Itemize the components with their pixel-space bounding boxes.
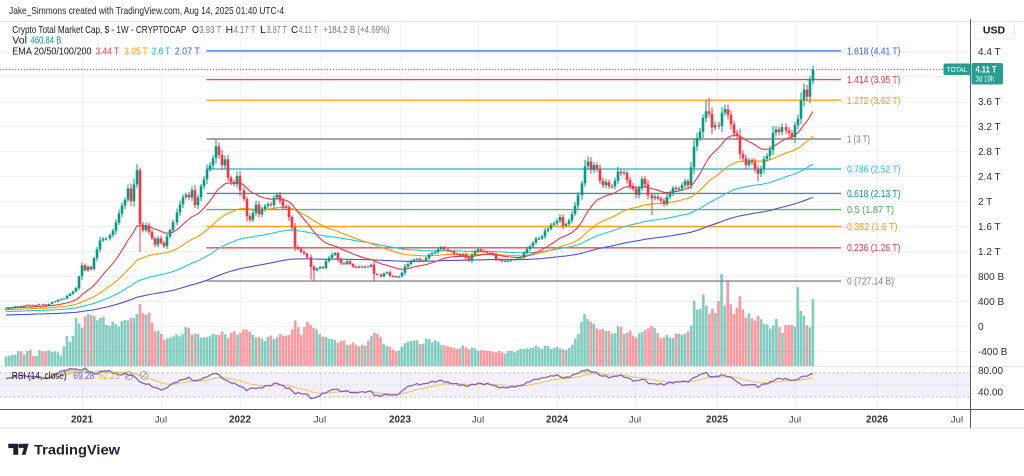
svg-text:+184.2 B (+4.69%): +184.2 B (+4.69%) bbox=[323, 25, 390, 36]
svg-text:Jul: Jul bbox=[951, 415, 963, 426]
svg-text:3.2 T: 3.2 T bbox=[978, 122, 1001, 133]
svg-text:2021: 2021 bbox=[71, 415, 93, 426]
svg-text:-400 B: -400 B bbox=[978, 347, 1008, 358]
svg-text:400 B: 400 B bbox=[978, 297, 1004, 308]
svg-text:0.5 (1.87 T): 0.5 (1.87 T) bbox=[847, 205, 894, 216]
svg-text:1 (3 T): 1 (3 T) bbox=[847, 135, 870, 146]
svg-text:Crypto Total Market Cap, $ - 1: Crypto Total Market Cap, $ - 1W - CRYPTO… bbox=[12, 25, 186, 36]
svg-text:2022: 2022 bbox=[229, 415, 251, 426]
svg-text:0: 0 bbox=[978, 322, 984, 333]
svg-text:80.00: 80.00 bbox=[978, 366, 1003, 377]
svg-text:4.17 T: 4.17 T bbox=[234, 25, 256, 36]
svg-text:RSI (14, close): RSI (14, close) bbox=[12, 371, 67, 382]
svg-text:0 (727.14 B): 0 (727.14 B) bbox=[847, 277, 894, 288]
svg-text:0.236 (1.26 T): 0.236 (1.26 T) bbox=[847, 243, 901, 254]
svg-text:TradingView: TradingView bbox=[34, 443, 121, 458]
svg-text:1.2 T: 1.2 T bbox=[978, 247, 1001, 258]
svg-text:H: H bbox=[226, 25, 234, 36]
svg-text:1.414 (3.95 T): 1.414 (3.95 T) bbox=[847, 75, 901, 86]
svg-text:O: O bbox=[192, 25, 199, 36]
svg-text:2025: 2025 bbox=[706, 415, 728, 426]
svg-text:69.28: 69.28 bbox=[73, 371, 94, 382]
svg-text:0.382 (1.6 T): 0.382 (1.6 T) bbox=[847, 222, 898, 233]
svg-text:3.05 T: 3.05 T bbox=[124, 46, 147, 57]
svg-text:TOTAL: TOTAL bbox=[947, 67, 968, 74]
svg-text:Jul: Jul bbox=[789, 415, 801, 426]
svg-text:3.87 T: 3.87 T bbox=[267, 25, 288, 36]
svg-text:2.8 T: 2.8 T bbox=[978, 147, 1001, 158]
svg-text:0.618 (2.13 T): 0.618 (2.13 T) bbox=[847, 189, 901, 200]
svg-text:2024: 2024 bbox=[546, 415, 568, 426]
svg-text:2026: 2026 bbox=[866, 415, 888, 426]
svg-text:1.618 (4.41 T): 1.618 (4.41 T) bbox=[847, 46, 901, 57]
svg-text:EMA 20/50/100/200: EMA 20/50/100/200 bbox=[12, 46, 92, 57]
svg-text:2.4 T: 2.4 T bbox=[978, 172, 1001, 183]
svg-text:62.23: 62.23 bbox=[99, 371, 120, 382]
svg-text:C: C bbox=[291, 25, 298, 36]
svg-text:Jake_Simmons created with Trad: Jake_Simmons created with TradingView.co… bbox=[9, 5, 284, 17]
svg-text:USD: USD bbox=[983, 25, 1006, 37]
svg-text:2 T: 2 T bbox=[978, 197, 992, 208]
svg-text:1.6 T: 1.6 T bbox=[978, 222, 1001, 233]
svg-text:2023: 2023 bbox=[389, 415, 411, 426]
svg-text:460.84 B: 460.84 B bbox=[30, 36, 61, 47]
svg-text:3d 19h: 3d 19h bbox=[976, 74, 995, 84]
svg-text:2.07 T: 2.07 T bbox=[175, 46, 200, 57]
svg-text:2.6 T: 2.6 T bbox=[152, 46, 170, 57]
svg-text:Vol: Vol bbox=[12, 36, 27, 47]
svg-text:L: L bbox=[260, 25, 266, 36]
svg-text:4.11 T: 4.11 T bbox=[976, 64, 997, 75]
svg-text:800 B: 800 B bbox=[978, 272, 1004, 283]
svg-text:4.11 T: 4.11 T bbox=[299, 25, 319, 36]
svg-text:40.00: 40.00 bbox=[978, 388, 1003, 399]
svg-text:3.44 T: 3.44 T bbox=[96, 46, 119, 57]
svg-text:3.6 T: 3.6 T bbox=[978, 97, 1001, 108]
svg-text:Jul: Jul bbox=[472, 415, 484, 426]
svg-text:Jul: Jul bbox=[155, 415, 167, 426]
svg-text:3.93 T: 3.93 T bbox=[199, 25, 221, 36]
svg-text:Jul: Jul bbox=[629, 415, 641, 426]
svg-text:4.4 T: 4.4 T bbox=[978, 47, 1001, 58]
svg-text:1.272 (3.62 T): 1.272 (3.62 T) bbox=[847, 96, 901, 107]
svg-text:0.786 (2.52 T): 0.786 (2.52 T) bbox=[847, 165, 901, 176]
svg-text:Jul: Jul bbox=[314, 415, 326, 426]
